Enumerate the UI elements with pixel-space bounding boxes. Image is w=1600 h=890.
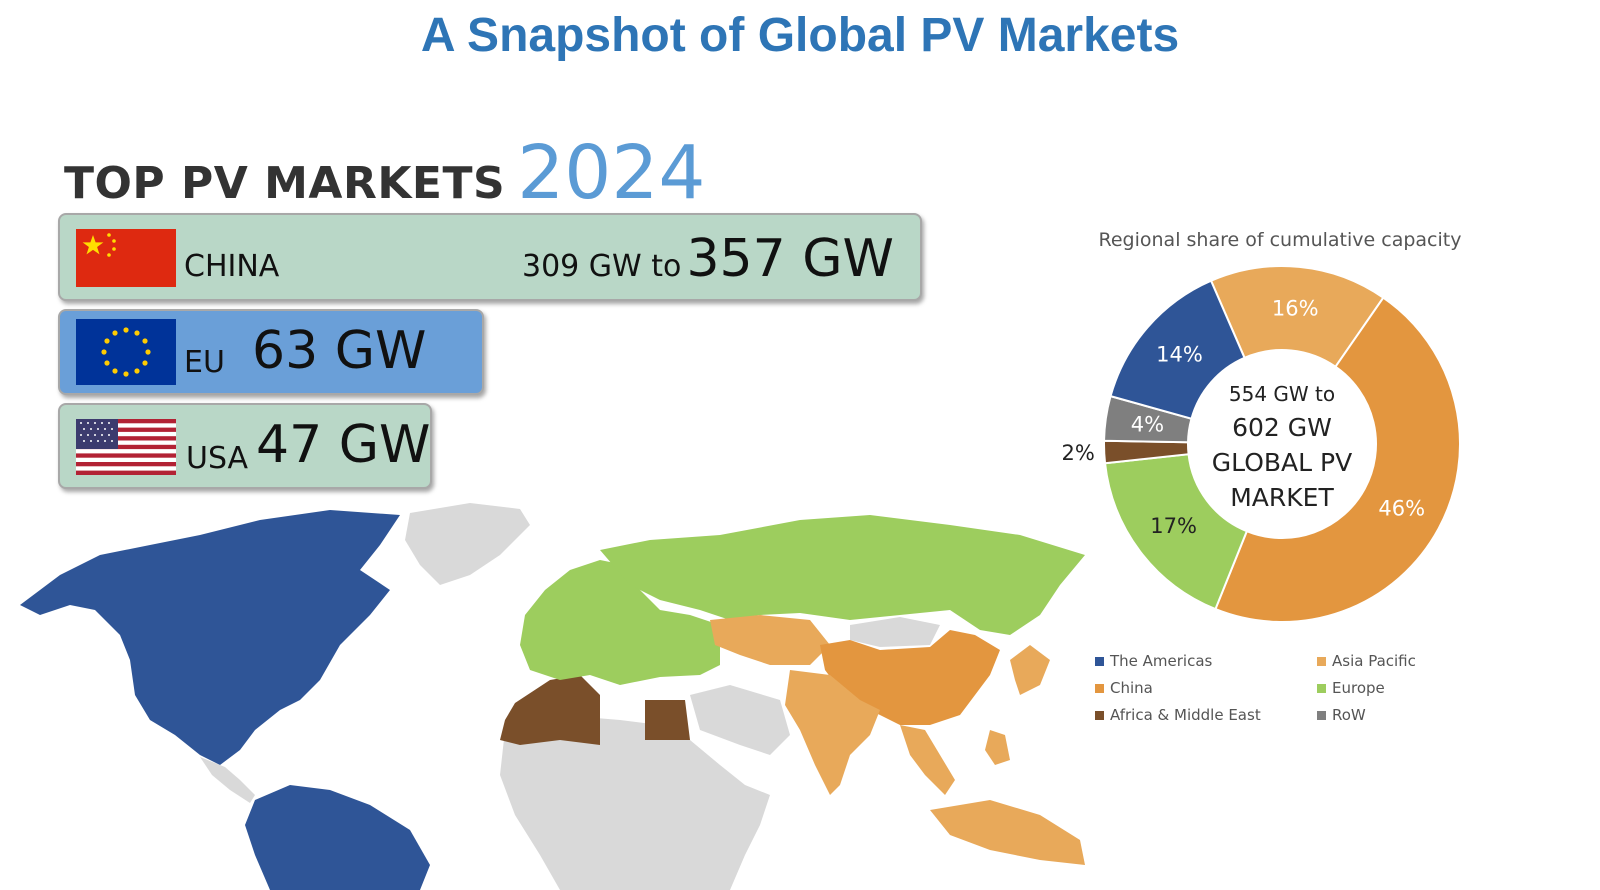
legend-label: Africa & Middle East: [1110, 706, 1261, 724]
china-flag-icon: [76, 229, 176, 287]
legend-swatch: [1317, 684, 1326, 693]
legend-label: Asia Pacific: [1332, 652, 1416, 670]
donut-slice-asia-pacific: [1209, 265, 1385, 369]
legend-swatch: [1095, 684, 1104, 693]
top-markets-label: TOP PV MARKETS: [64, 158, 506, 209]
center-line-4: MARKET: [1230, 483, 1334, 512]
legend-item: Europe: [1317, 679, 1385, 697]
china-gw-value: 357 GW: [686, 229, 894, 289]
china-range-prefix: 309 GW to: [522, 249, 682, 284]
chart-legend: The Americas Asia Pacific China Europe A…: [1095, 652, 1455, 732]
chart-title: Regional share of cumulative capacity: [1098, 229, 1462, 251]
top-markets-year: 2024: [517, 130, 706, 216]
donut-slice-europe: [1103, 453, 1249, 611]
slice-label: 46%: [1378, 497, 1425, 521]
eu-flag-icon: [76, 319, 176, 385]
map-north-america: [20, 510, 400, 765]
eu-gw-value: 63 GW: [252, 321, 427, 381]
center-line-2: 602 GW: [1232, 413, 1332, 442]
country-label-china: CHINA: [184, 249, 280, 284]
usa-flag-icon: [76, 419, 176, 475]
market-bar-china: CHINA 309 GW to 357 GW: [58, 213, 922, 301]
legend-label: Europe: [1332, 679, 1385, 697]
legend-item: Africa & Middle East: [1095, 706, 1261, 724]
map-egypt: [645, 700, 690, 740]
map-greenland: [405, 503, 530, 585]
legend-item: China: [1095, 679, 1153, 697]
country-label-eu: EU: [184, 345, 225, 380]
map-southeast-asia: [900, 725, 955, 795]
legend-label: RoW: [1332, 706, 1366, 724]
legend-label: The Americas: [1110, 652, 1213, 670]
country-label-usa: USA: [186, 441, 249, 476]
map-philippines: [985, 730, 1010, 765]
legend-label: China: [1110, 679, 1153, 697]
map-russia: [600, 515, 1085, 635]
center-line-1: 554 GW to: [1229, 382, 1335, 406]
top-markets-heading: TOP PV MARKETS 2024: [64, 130, 706, 216]
map-north-africa: [500, 675, 600, 745]
map-china: [820, 630, 1000, 725]
slice-label: 4%: [1131, 412, 1164, 436]
usa-gw-value: 47 GW: [256, 415, 431, 475]
donut-chart: 16% 46% 17% 2% 4% 14% 554 GW to 602 GW GLOBAL…: [1062, 265, 1461, 623]
market-bar-usa: USA 47 GW: [58, 403, 432, 489]
legend-swatch: [1095, 711, 1104, 720]
legend-item: The Americas: [1095, 652, 1212, 670]
map-india: [785, 670, 880, 795]
page-title: A Snapshot of Global PV Markets: [420, 9, 1180, 62]
center-line-3: GLOBAL PV: [1212, 448, 1352, 477]
map-africa: [500, 715, 770, 890]
map-middle-east: [690, 685, 790, 755]
map-japan: [1010, 645, 1050, 695]
legend-swatch: [1095, 657, 1104, 666]
donut-slice-the-americas: [1109, 279, 1246, 420]
map-south-america: [245, 785, 430, 890]
map-europe: [520, 560, 720, 685]
legend-swatch: [1317, 711, 1326, 720]
legend-item: Asia Pacific: [1317, 652, 1416, 670]
china-value: 309 GW to 357 GW: [522, 229, 894, 289]
map-central-asia: [710, 615, 830, 665]
slice-label: 16%: [1272, 297, 1319, 321]
market-bar-eu: EU 63 GW: [58, 309, 484, 395]
legend-item: RoW: [1317, 706, 1366, 724]
slice-label: 2%: [1062, 441, 1095, 465]
map-central-america: [200, 757, 255, 803]
slice-label: 14%: [1156, 343, 1203, 367]
donut-slice-china: [1214, 296, 1461, 623]
map-indonesia: [930, 800, 1085, 865]
slice-label: 17%: [1150, 514, 1197, 538]
map-mongolia: [850, 617, 940, 647]
legend-swatch: [1317, 657, 1326, 666]
world-map: [20, 503, 1085, 890]
